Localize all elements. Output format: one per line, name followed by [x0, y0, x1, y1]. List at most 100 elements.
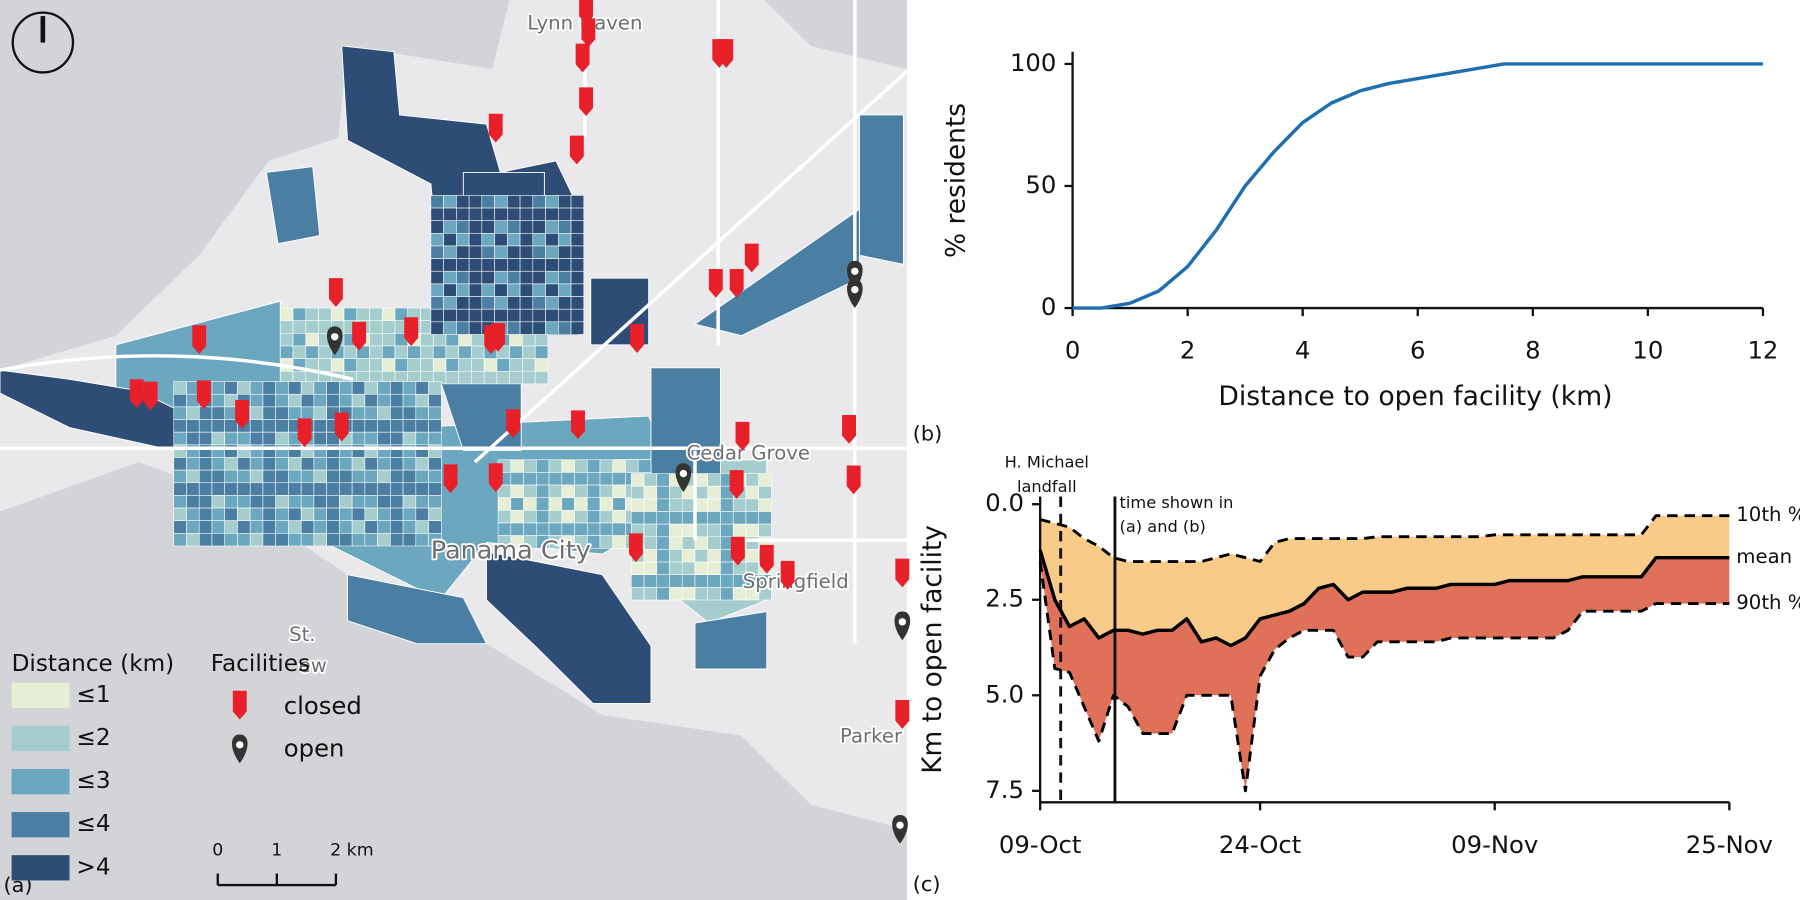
- block: [407, 358, 421, 372]
- block: [339, 457, 353, 471]
- block: [532, 283, 546, 297]
- block: [402, 381, 417, 395]
- block: [494, 195, 508, 209]
- block: [481, 233, 495, 247]
- block: [681, 549, 696, 563]
- block: [558, 233, 572, 247]
- closed-facility: [895, 558, 910, 588]
- district: [486, 551, 652, 704]
- block: [630, 511, 645, 525]
- block: [249, 393, 264, 408]
- place-label: Cedar Grove: [687, 442, 810, 465]
- block: [237, 431, 251, 446]
- block: [262, 533, 276, 547]
- block: [224, 457, 238, 471]
- open-facility-dot: [851, 285, 859, 294]
- block: [707, 561, 721, 575]
- block: [599, 459, 614, 473]
- block: [509, 345, 523, 359]
- block: [237, 520, 251, 534]
- block: [415, 469, 429, 484]
- block: [351, 406, 366, 420]
- block: [313, 482, 327, 496]
- block: [292, 307, 307, 321]
- block: [198, 431, 213, 446]
- x-tick-label: 4: [1295, 337, 1310, 365]
- block: [292, 345, 307, 359]
- closed-facility: [846, 465, 861, 495]
- annotation: (a) and (b): [1120, 517, 1206, 536]
- y-tick-label: 5.0: [985, 680, 1024, 708]
- block: [445, 333, 459, 347]
- x-tick-label: 8: [1525, 337, 1540, 365]
- block: [443, 296, 457, 310]
- block: [694, 511, 709, 525]
- block: [558, 207, 572, 221]
- block: [428, 469, 442, 484]
- block: [402, 495, 417, 509]
- block: [532, 233, 546, 247]
- block: [377, 381, 391, 395]
- block: [356, 358, 370, 372]
- block: [612, 510, 626, 524]
- block: [694, 549, 709, 563]
- block: [390, 406, 404, 420]
- block: [430, 207, 444, 221]
- legend-label: >4: [76, 854, 110, 880]
- block: [468, 321, 483, 335]
- block: [275, 393, 289, 408]
- water: [764, 0, 907, 69]
- block: [758, 473, 772, 487]
- block: [313, 419, 327, 433]
- block: [570, 245, 585, 259]
- block: [545, 207, 559, 221]
- block: [300, 469, 315, 484]
- block: [694, 574, 709, 588]
- block: [510, 497, 524, 511]
- block: [198, 406, 213, 420]
- block: [249, 482, 264, 496]
- block: [443, 270, 457, 285]
- block: [456, 245, 470, 259]
- block: [507, 308, 521, 323]
- block: [758, 523, 772, 538]
- block: [275, 419, 289, 433]
- block: [558, 245, 572, 259]
- block: [249, 533, 264, 547]
- block: [534, 358, 549, 372]
- block: [456, 220, 470, 234]
- y-axis-title: Km to open facility: [917, 525, 948, 774]
- block: [288, 520, 302, 534]
- block: [643, 485, 658, 500]
- block: [558, 270, 572, 285]
- closed-facility: [719, 39, 734, 68]
- block: [351, 482, 366, 496]
- block: [481, 195, 495, 209]
- block: [481, 245, 495, 259]
- closed-facility: [579, 0, 594, 25]
- block: [330, 358, 345, 372]
- block: [522, 345, 536, 359]
- block: [522, 333, 536, 347]
- block: [198, 533, 213, 547]
- block: [364, 431, 378, 446]
- legend-title: Distance (km): [12, 651, 175, 677]
- block: [570, 283, 585, 297]
- block: [288, 469, 302, 484]
- block: [292, 320, 307, 334]
- block: [300, 482, 315, 496]
- closed-facility: [780, 560, 795, 590]
- block: [548, 510, 563, 524]
- block: [390, 520, 404, 534]
- block: [262, 482, 276, 496]
- block: [481, 220, 495, 234]
- block: [351, 419, 366, 433]
- panel-label: (c): [913, 872, 941, 896]
- closed-facility: [506, 409, 521, 438]
- block: [558, 195, 572, 209]
- district: [347, 574, 488, 645]
- block: [519, 220, 534, 234]
- block: [758, 485, 772, 500]
- block: [694, 561, 709, 575]
- open-facility: [894, 611, 911, 641]
